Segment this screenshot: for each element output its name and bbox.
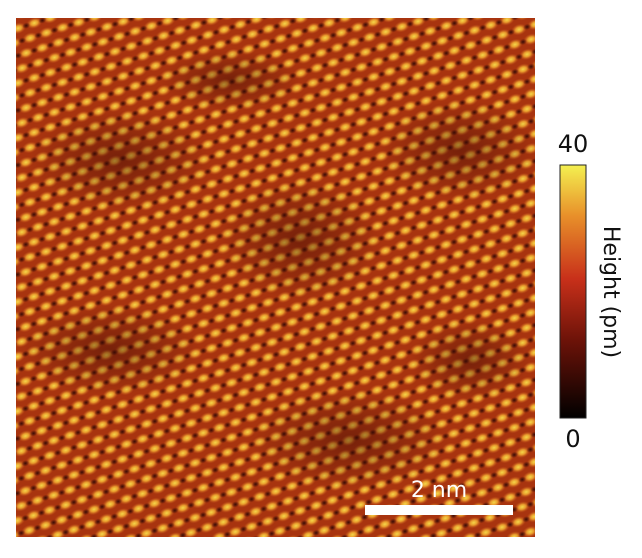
colorbar-max: 40: [558, 130, 589, 158]
colorbar-label: Height (pm): [598, 226, 623, 358]
scale-bar-label: 2 nm: [411, 478, 467, 503]
colorbar-min: 0: [565, 425, 580, 453]
colorbar: [559, 164, 587, 419]
scale-bar: [365, 505, 513, 515]
stm-image: [16, 18, 535, 537]
